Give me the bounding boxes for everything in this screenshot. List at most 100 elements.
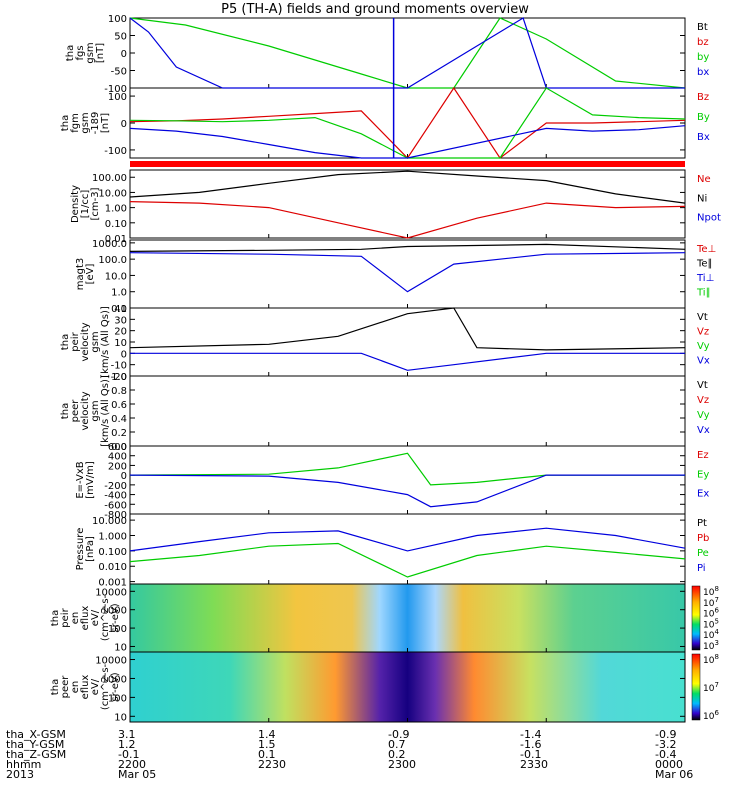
flag-bar xyxy=(130,161,685,167)
ylabel-line: peer xyxy=(70,399,81,423)
colorbar-label: 106 xyxy=(703,709,719,722)
ylabel-line: en xyxy=(70,681,81,694)
footer-value: 2330 xyxy=(520,758,548,771)
ylabel-line: velocity xyxy=(80,322,91,361)
ylabel-line: sr-eV) xyxy=(110,603,121,632)
series-pressure-Pi xyxy=(129,527,686,552)
legend-fgs: bx xyxy=(697,67,709,78)
ylabel-line: eflux xyxy=(80,675,91,700)
ylabel-line: tha xyxy=(50,679,61,695)
y-tick-label: 10 xyxy=(114,642,127,653)
ylabel-fgm: tha fgm gsm -189 [nT] xyxy=(60,112,111,135)
legend-fgs: Bt xyxy=(697,22,708,33)
footer-value: 1.4 xyxy=(258,728,276,741)
y-tick-label: 0.1 xyxy=(111,304,127,315)
y-tick-label: 0.100 xyxy=(98,547,127,558)
y-tick-label: 0.01 xyxy=(105,234,127,245)
legend-fgm: By xyxy=(697,112,710,123)
legend-pressure: Pt xyxy=(697,518,707,529)
ylabel-line: magt3 xyxy=(75,258,86,291)
ylabel-line: peer xyxy=(60,675,71,699)
y-tick-label: 10000 xyxy=(95,587,127,598)
legend-efield: Ez xyxy=(697,450,709,461)
ylabel-line: tha xyxy=(60,334,71,350)
footer-value: 0000 xyxy=(655,758,683,771)
ylabel-line: [km/s (All Qs)] xyxy=(100,306,111,378)
legend-peer_vel: Vy xyxy=(697,410,710,421)
series-fgs-by xyxy=(129,17,686,89)
ylabel-line: (cm^2-s- xyxy=(100,663,111,710)
ylabel-peer_vel: tha peer velocity gsm [km/s (All Qs)] xyxy=(60,375,111,447)
y-tick-label: 0 xyxy=(121,471,127,482)
y-tick-label: 10.000 xyxy=(92,516,127,527)
legend-temp: Ti∥ xyxy=(696,288,711,299)
panel-frame-efield xyxy=(129,445,686,515)
ylabel-line: -189 xyxy=(90,112,101,135)
y-tick-label: 0.8 xyxy=(111,386,127,397)
legend-peir_vel: Vt xyxy=(697,312,708,323)
ylabel-peer_spec: tha peer en eflux eV/(cm^2-s-sr-eV) xyxy=(50,663,121,710)
series-efield-Ey xyxy=(129,452,685,486)
ylabel-line: gsm xyxy=(80,112,91,133)
legend-peir_vel: Vy xyxy=(697,341,710,352)
panel-frame-fgs xyxy=(129,17,686,89)
legend-peir_vel: Vx xyxy=(697,356,710,367)
footer-value: 0.1 xyxy=(258,748,276,761)
legend-efield: Ex xyxy=(697,489,709,500)
legend-density: Npot xyxy=(697,213,721,224)
ylabel-pressure: Pressure [nPa] xyxy=(75,528,96,571)
y-tick-label: -50 xyxy=(111,67,127,78)
y-tick-label: 0.6 xyxy=(111,400,127,411)
ylabel-line: [1/cc] xyxy=(80,190,91,219)
footer-row-label: hhmm xyxy=(6,758,42,771)
series-efield-Ex xyxy=(129,474,685,508)
y-tick-label: -200 xyxy=(104,481,127,492)
ylabel-efield: E=-VxB [mV/m] xyxy=(75,461,96,499)
ylabel-fgs: tha fgs gsm [nT] xyxy=(65,42,106,63)
ylabel-temp: magt3 [eV] xyxy=(75,258,96,291)
series-density-Ni xyxy=(129,170,686,204)
footer-value: 1.2 xyxy=(118,738,136,751)
panel-frame-peir_vel xyxy=(129,307,686,377)
series-peir_vel-Vt xyxy=(129,307,686,351)
legend-temp: Ti⊥ xyxy=(696,273,714,284)
footer-value: 2230 xyxy=(258,758,286,771)
legend-fgs: by xyxy=(697,52,709,63)
series-peir_vel-Vx xyxy=(130,352,685,371)
y-tick-label: 1000.0 xyxy=(92,239,127,250)
colorbar-label: 107 xyxy=(703,681,719,694)
y-tick-label: 0.010 xyxy=(98,562,127,573)
y-tick-label: 100.0 xyxy=(98,255,127,266)
legend-peer_vel: Vt xyxy=(697,380,708,391)
colorbar-peir_spec xyxy=(691,585,701,651)
ylabel-line: tha xyxy=(50,610,61,626)
y-tick-label: 0.0 xyxy=(111,442,127,453)
y-tick-label: -10 xyxy=(111,361,127,372)
ylabel-density: Density [1/cc] [cm-3] xyxy=(70,185,101,223)
footer-value: -3.2 xyxy=(655,738,677,751)
y-tick-label: 400 xyxy=(108,452,127,463)
y-tick-label: 10.0 xyxy=(105,271,127,282)
y-tick-label: 100 xyxy=(108,693,127,704)
ylabel-line: sr-eV) xyxy=(110,672,121,701)
footer-value: 0.2 xyxy=(388,748,406,761)
y-tick-label: 1.00 xyxy=(105,204,127,215)
footer-value: -0.9 xyxy=(655,728,677,741)
legend-density: Ne xyxy=(697,174,711,185)
legend-fgm: Bz xyxy=(697,92,709,103)
y-tick-label: 0.4 xyxy=(111,414,127,425)
ylabel-line: [nPa] xyxy=(85,536,96,562)
footer-value: Mar 05 xyxy=(118,768,157,781)
y-tick-label: 0.10 xyxy=(105,219,127,230)
y-tick-label: 10.00 xyxy=(98,188,127,199)
footer-value: 0.7 xyxy=(388,738,406,751)
footer-row-label: tha_Y-GSM xyxy=(6,738,65,751)
y-tick-label: 1.0 xyxy=(111,372,127,383)
y-tick-label: 1000 xyxy=(102,674,127,685)
legend-density: Ni xyxy=(697,193,707,204)
ylabel-line: eflux xyxy=(80,606,91,631)
ylabel-line: eV/ xyxy=(90,609,101,626)
ylabel-line: [eV] xyxy=(85,264,96,285)
footer-value: -0.1 xyxy=(520,748,542,761)
y-tick-label: 100.00 xyxy=(92,173,127,184)
